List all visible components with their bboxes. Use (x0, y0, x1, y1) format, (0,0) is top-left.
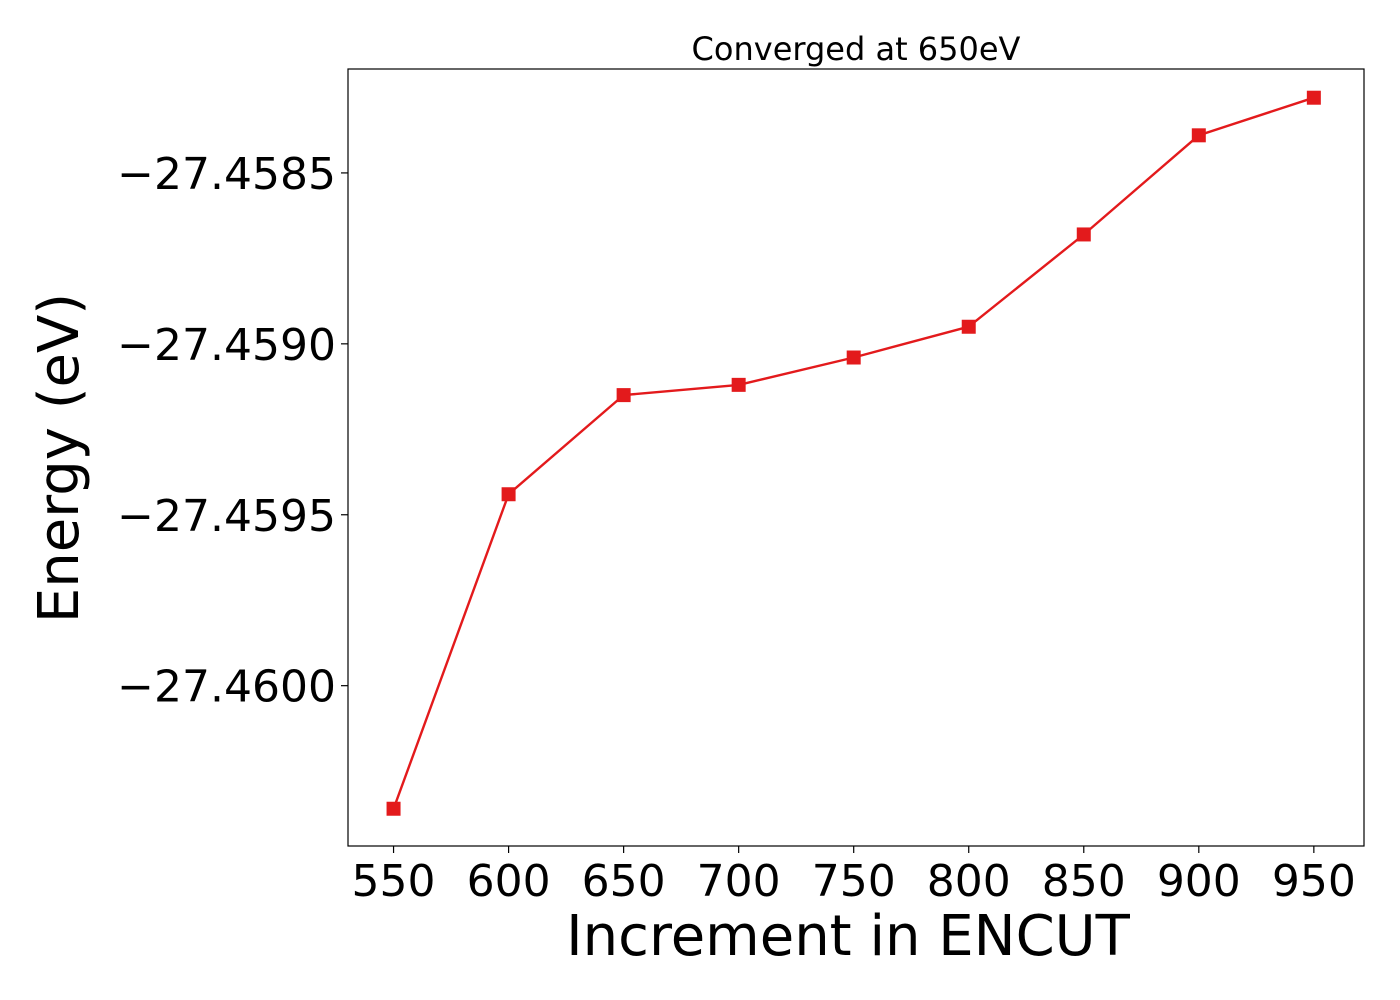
x-tick-label: 950 (1272, 856, 1356, 907)
y-tick-label: −27.4590 (117, 320, 336, 371)
x-tick-label: 800 (927, 856, 1011, 907)
data-point-marker (846, 350, 861, 365)
y-tick-label: −27.4600 (117, 662, 336, 713)
data-point-marker (961, 319, 976, 334)
x-tick-label: 650 (582, 856, 666, 907)
series-layer (386, 90, 1321, 816)
chart-title: Converged at 650eV (692, 30, 1021, 68)
x-tick-label: 550 (352, 856, 436, 907)
data-point-marker (1076, 227, 1091, 242)
data-point-marker (501, 487, 516, 502)
data-point-marker (1306, 90, 1321, 105)
y-tick-label: −27.4595 (117, 491, 336, 542)
data-point-marker (616, 388, 631, 403)
y-axis-ticks: −27.4585 −27.4590 −27.4595 −27.4600 (117, 149, 348, 713)
data-point-marker (386, 801, 401, 816)
plot-frame (347, 68, 1365, 847)
data-point-marker (1191, 128, 1206, 143)
data-point-marker (731, 377, 746, 392)
x-tick-label: 850 (1042, 856, 1126, 907)
x-axis-ticks: 550 600 650 700 750 800 850 900 950 (352, 846, 1356, 907)
y-tick-label: −27.4585 (117, 149, 336, 200)
x-tick-label: 600 (467, 856, 551, 907)
plot-area (347, 68, 1365, 847)
x-tick-label: 900 (1157, 856, 1241, 907)
x-axis-label: Increment in ENCUT (566, 904, 1131, 969)
y-axis-label: Energy (eV) (27, 293, 92, 623)
x-tick-label: 750 (812, 856, 896, 907)
x-tick-label: 700 (697, 856, 781, 907)
